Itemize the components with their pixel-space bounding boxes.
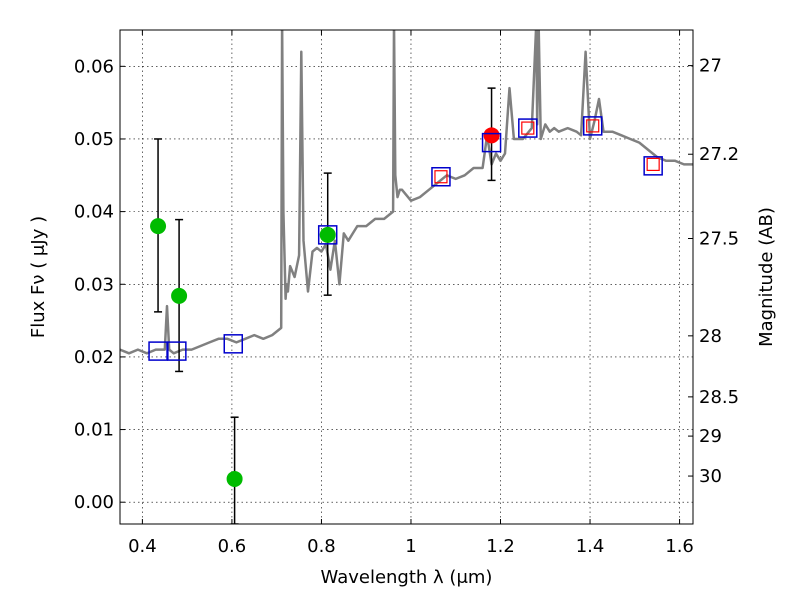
y2-tick-label: 29 <box>699 426 722 447</box>
series-model-spectrum <box>120 30 693 355</box>
model-band-square <box>646 157 660 171</box>
x-tick-label: 1 <box>405 536 416 557</box>
y-tick-label: 0.04 <box>74 202 114 223</box>
data-point <box>226 470 243 487</box>
series-model-band-flux <box>434 119 660 184</box>
y-tick-label: 0.01 <box>74 420 114 441</box>
model-square <box>317 225 338 245</box>
model-square <box>223 334 244 354</box>
data-point <box>171 287 188 304</box>
x-tick-label: 0.4 <box>128 536 157 557</box>
x-tick-label: 1.2 <box>486 536 515 557</box>
model-square <box>148 341 168 361</box>
model-square <box>643 156 663 176</box>
y2-tick-label: 30 <box>699 466 722 487</box>
y-tick-label: 0.06 <box>74 56 114 77</box>
model-square <box>518 118 538 138</box>
series-model-synthetic-photometry <box>148 116 663 361</box>
x-axis-label: Wavelength λ (μm) <box>321 567 493 588</box>
spectrum-line <box>120 30 693 355</box>
y-axis-label: Flux Fν ( μJy ) <box>28 216 49 338</box>
axes-frame <box>119 29 694 525</box>
y-tick-label: 0.02 <box>74 347 114 368</box>
data-point <box>319 226 336 243</box>
x-tick-label: 1.6 <box>665 536 694 557</box>
x-tick-label: 0.8 <box>307 536 336 557</box>
y-tick-label: 0.00 <box>74 492 114 513</box>
y2-tick-label: 27.5 <box>699 228 739 249</box>
model-square <box>167 341 187 361</box>
series-observed-photometry <box>150 138 336 524</box>
model-band-square <box>434 170 448 184</box>
y2-axis-label: Magnitude (AB) <box>756 207 777 347</box>
y2-tick-label: 27 <box>699 56 722 77</box>
ticks: 0.4 0.6 0.8 1 1.2 1.4 1.6 0.00 0.01 0.02 0.03 0.04 0… <box>74 30 739 557</box>
data-point <box>483 127 500 144</box>
model-square <box>582 116 603 136</box>
x-tick-label: 1.4 <box>576 536 605 557</box>
y-tick-label: 0.05 <box>74 129 114 150</box>
data-point <box>150 218 167 235</box>
model-band-square <box>521 121 535 135</box>
y2-tick-label: 28.5 <box>699 387 739 408</box>
model-square <box>431 166 451 187</box>
y-tick-label: 0.03 <box>74 274 114 295</box>
y2-tick-label: 27.2 <box>699 144 739 165</box>
plot-area <box>120 30 693 524</box>
model-square <box>481 132 502 153</box>
y2-tick-label: 28 <box>699 326 722 347</box>
x-tick-label: 0.6 <box>218 536 247 557</box>
model-band-square <box>586 119 600 133</box>
grid <box>120 30 693 524</box>
